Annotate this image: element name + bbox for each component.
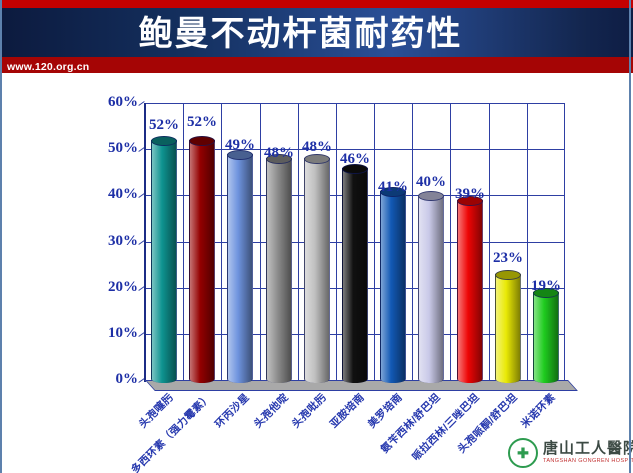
top-red-strip xyxy=(0,0,633,8)
bar-10-top xyxy=(495,270,521,280)
resistance-bar-chart: 60% 50% 40% 30% 20% 10% 0% 52% 头孢噻肟 52% 多西环素（强力霉素）… xyxy=(0,73,633,473)
bar-11 xyxy=(533,292,559,383)
slide-header: 鲍曼不动杆菌耐药性 xyxy=(0,8,633,57)
bar-3-top xyxy=(227,150,253,160)
y-axis-tick-label: 50% xyxy=(108,140,138,156)
bar-value-label: 52% xyxy=(149,117,179,133)
bar-6 xyxy=(342,168,368,383)
y-axis-tick-label: 40% xyxy=(108,186,138,202)
gridline-vertical xyxy=(260,103,261,380)
y-axis-tick-label: 10% xyxy=(108,325,138,341)
bar-2 xyxy=(189,140,215,383)
slide-border-left xyxy=(0,0,2,473)
gridline-vertical xyxy=(412,103,413,380)
bar-value-label: 39% xyxy=(455,186,485,202)
gridline-vertical xyxy=(221,103,222,380)
bar-6-top xyxy=(342,164,368,174)
bar-5 xyxy=(304,158,330,383)
bar-4 xyxy=(266,158,292,383)
bar-8-top xyxy=(418,191,444,201)
bar-3 xyxy=(227,154,253,383)
bar-5-top xyxy=(304,154,330,164)
y-axis-line xyxy=(144,103,146,382)
slide-title: 鲍曼不动杆菌耐药性 xyxy=(138,15,463,53)
gridline-vertical xyxy=(450,103,451,380)
gridline-vertical xyxy=(298,103,299,380)
gridline-vertical xyxy=(374,103,375,380)
bar-value-label: 19% xyxy=(531,278,561,294)
plot-area-frame xyxy=(145,103,565,380)
bar-4-top xyxy=(266,154,292,164)
y-axis-tick-label: 30% xyxy=(108,233,138,249)
bar-value-label: 41% xyxy=(378,179,408,195)
bar-9-top xyxy=(457,196,483,206)
bar-value-label: 52% xyxy=(187,114,217,130)
bar-2-top xyxy=(189,136,215,146)
bar-value-label: 48% xyxy=(302,139,332,155)
hospital-logo-text: 唐山工人醫院 TANGSHAN GONGREN HOSPITAL xyxy=(543,440,633,465)
y-axis-tick-label: 20% xyxy=(108,279,138,295)
bar-1-top xyxy=(151,136,177,146)
gridline-horizontal xyxy=(145,149,565,150)
bar-value-label: 46% xyxy=(340,151,370,167)
bar-1 xyxy=(151,140,177,383)
bar-value-label: 23% xyxy=(493,250,523,266)
slide-border-right xyxy=(629,0,631,473)
gridline-vertical xyxy=(183,103,184,380)
gridline-vertical xyxy=(336,103,337,380)
hospital-name-en: TANGSHAN GONGREN HOSPITAL xyxy=(543,457,633,464)
bar-8 xyxy=(418,195,444,383)
category-label: 头孢噻肟 xyxy=(136,391,176,431)
bar-10 xyxy=(495,274,521,383)
gridline-vertical xyxy=(489,103,490,380)
website-url: www.120.org.cn xyxy=(7,61,90,73)
gridline-vertical xyxy=(527,103,528,380)
bar-11-top xyxy=(533,288,559,298)
hospital-logo: ✚ 唐山工人醫院 TANGSHAN GONGREN HOSPITAL xyxy=(508,437,633,469)
hospital-name: 唐山工人醫院 xyxy=(543,440,633,457)
bar-value-label: 40% xyxy=(416,174,446,190)
y-axis-tick-label: 0% xyxy=(115,371,139,387)
bar-7-top xyxy=(380,187,406,197)
bar-7 xyxy=(380,191,406,383)
hospital-cross-icon: ✚ xyxy=(508,438,538,468)
url-bar: www.120.org.cn xyxy=(0,57,633,73)
bar-9 xyxy=(457,200,483,383)
bar-value-label: 49% xyxy=(225,137,255,153)
y-axis-tick-label: 60% xyxy=(108,94,138,110)
bar-value-label: 48% xyxy=(264,145,294,161)
